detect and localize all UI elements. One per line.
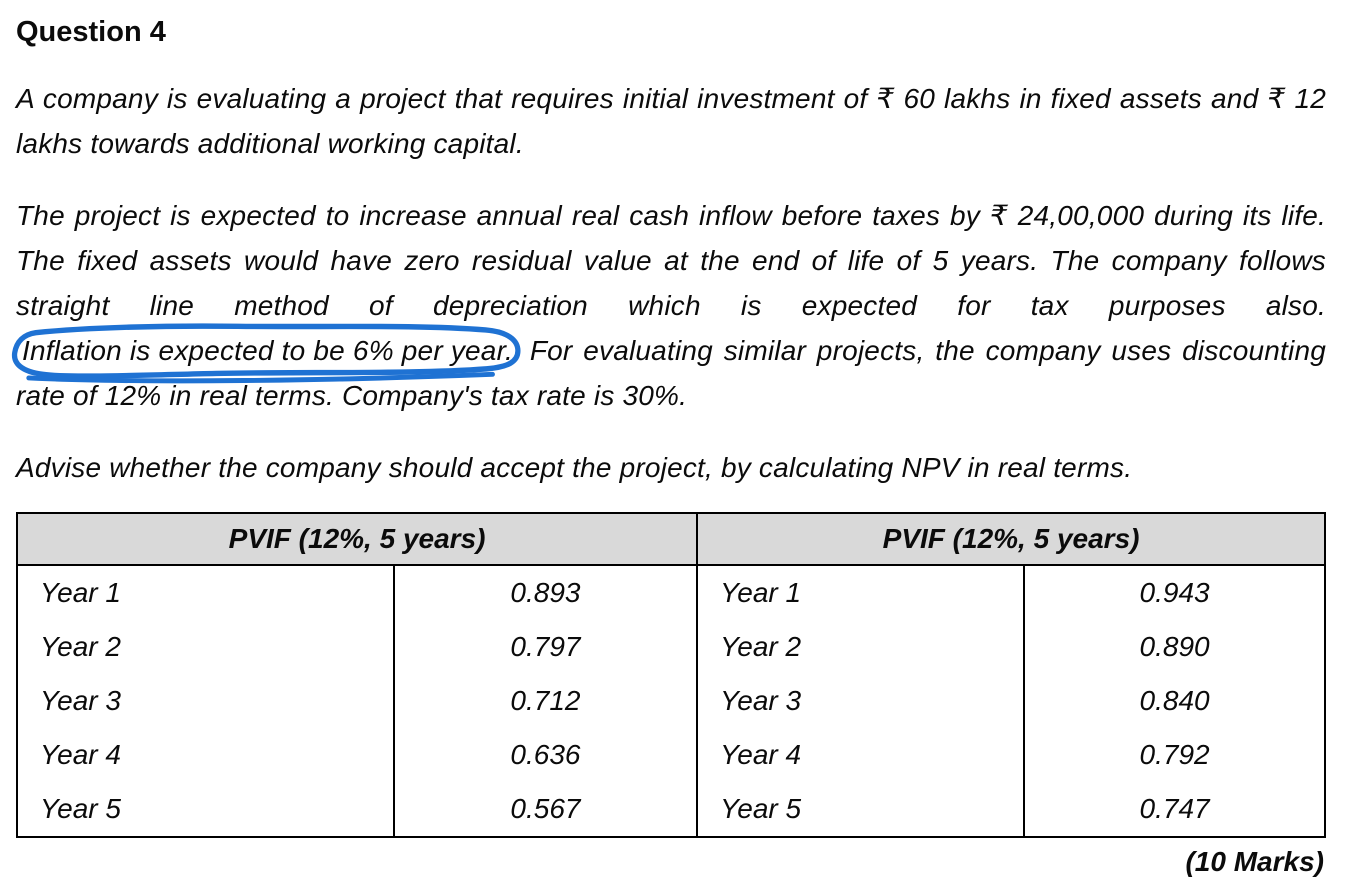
- pvif-value: 0.792: [1023, 728, 1326, 782]
- year-label: Year 5: [16, 782, 395, 837]
- year-label: Year 3: [16, 674, 395, 728]
- paragraph-project-details: The project is expected to increase annu…: [11, 193, 1326, 418]
- year-label: Year 2: [16, 620, 395, 674]
- table-row-year-5: Year 5 0.567 Year 5 0.747: [16, 782, 1326, 837]
- pvif-value: 0.712: [392, 674, 699, 728]
- paragraph-2-circled-text: Inflation is expected to be 6% per year.: [22, 335, 514, 366]
- paragraph-investment: A company is evaluating a project that r…: [16, 83, 1326, 159]
- pvif-value: 0.747: [1023, 782, 1326, 837]
- table-row-year-1: Year 1 0.893 Year 1 0.943: [16, 565, 1326, 620]
- paragraph-2-text-before: The project is expected to increase annu…: [16, 200, 1326, 321]
- pvif-value: 0.636: [392, 728, 699, 782]
- pvif-value: 0.890: [1023, 620, 1326, 674]
- pvif-header-row: PVIF (12%, 5 years) PVIF (12%, 5 years): [15, 512, 1326, 566]
- paragraph-2-text-after: For evaluating similar projects, the com…: [16, 335, 1326, 411]
- year-label: Year 4: [16, 728, 395, 782]
- pvif-value: 0.943: [1023, 565, 1326, 620]
- year-label: Year 3: [696, 674, 1026, 728]
- year-label: Year 5: [696, 782, 1026, 837]
- inflation-annotated-sentence: Inflation is expected to be 6% per year.: [11, 323, 521, 384]
- pvif-left-header: PVIF (12%, 5 years): [15, 512, 699, 566]
- marks-label: (10 Marks): [1185, 846, 1324, 877]
- pvif-table: PVIF (12%, 5 years) PVIF (12%, 5 years) …: [15, 512, 1326, 838]
- year-label: Year 1: [696, 565, 1026, 620]
- pvif-value: 0.893: [392, 565, 699, 620]
- pvif-value: 0.840: [1023, 674, 1326, 728]
- year-label: Year 4: [696, 728, 1026, 782]
- pvif-value: 0.797: [392, 620, 699, 674]
- table-row-year-4: Year 4 0.636 Year 4 0.792: [16, 728, 1326, 782]
- year-label: Year 1: [16, 565, 395, 620]
- year-label: Year 2: [696, 620, 1026, 674]
- paragraph-advise: Advise whether the company should accept…: [16, 452, 1133, 483]
- pvif-right-header: PVIF (12%, 5 years): [696, 512, 1326, 566]
- table-row-year-3: Year 3 0.712 Year 3 0.840: [16, 674, 1326, 728]
- question-title: Question 4: [16, 16, 166, 48]
- table-row-year-2: Year 2 0.797 Year 2 0.890: [16, 620, 1326, 674]
- pvif-value: 0.567: [392, 782, 699, 837]
